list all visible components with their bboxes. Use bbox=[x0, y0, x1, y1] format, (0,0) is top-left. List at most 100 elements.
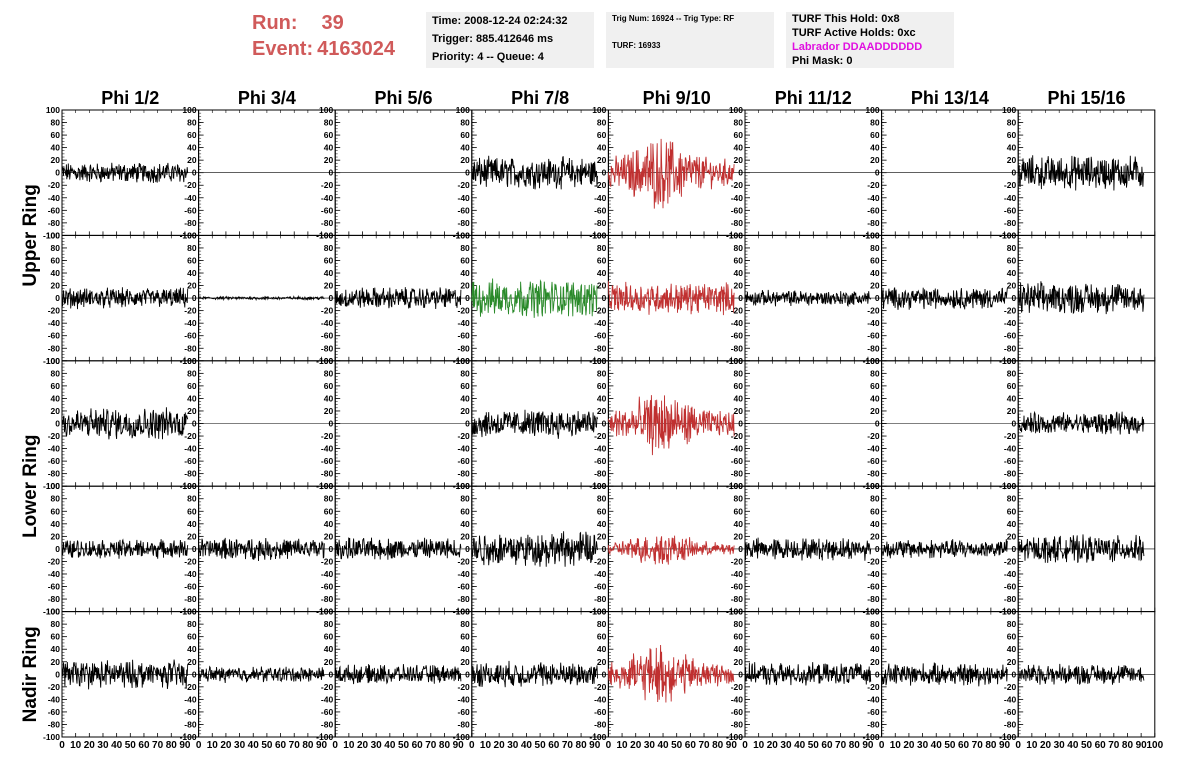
y-tick-label: -20 bbox=[594, 180, 607, 190]
y-tick-label: 0 bbox=[875, 168, 880, 178]
y-tick-label: -40 bbox=[867, 444, 880, 454]
waveform-trace bbox=[471, 409, 598, 439]
y-tick-label: -40 bbox=[48, 569, 61, 579]
run-value: 39 bbox=[321, 12, 344, 34]
y-tick-label: 100 bbox=[729, 481, 743, 491]
y-tick-label: 100 bbox=[46, 481, 60, 491]
y-tick-label: 80 bbox=[597, 368, 607, 378]
x-tick-label: 90 bbox=[862, 740, 874, 751]
x-tick-label: 50 bbox=[808, 740, 820, 751]
waveform-trace bbox=[61, 287, 189, 310]
y-tick-label: 0 bbox=[192, 168, 197, 178]
y-tick-label: -20 bbox=[1004, 682, 1017, 692]
y-tick-label: -40 bbox=[184, 569, 197, 579]
y-tick-label: 0 bbox=[55, 293, 60, 303]
y-tick-label: -80 bbox=[321, 469, 334, 479]
y-tick-label: -40 bbox=[731, 444, 744, 454]
priority-text: Priority: 4 -- Queue: 4 bbox=[432, 51, 544, 63]
waveform-trace bbox=[881, 539, 1008, 559]
y-tick-label: -40 bbox=[867, 318, 880, 328]
x-tick-label: 60 bbox=[1095, 740, 1107, 751]
waveform-trace bbox=[607, 281, 735, 316]
y-tick-label: 40 bbox=[870, 143, 880, 153]
y-tick-label: 20 bbox=[870, 657, 880, 667]
y-tick-label: 60 bbox=[460, 381, 470, 391]
y-tick-label: 20 bbox=[187, 531, 197, 541]
y-tick-label: 20 bbox=[187, 155, 197, 165]
waveform-trace bbox=[744, 289, 872, 308]
y-tick-label: 40 bbox=[51, 644, 61, 654]
column-label: Phi 11/12 bbox=[775, 88, 852, 108]
y-tick-label: 60 bbox=[597, 255, 607, 265]
y-tick-label: 40 bbox=[187, 519, 197, 529]
y-tick-label: 0 bbox=[738, 168, 743, 178]
y-tick-label: -100 bbox=[999, 732, 1016, 742]
y-tick-label: -80 bbox=[48, 343, 61, 353]
x-tick-label: 60 bbox=[958, 740, 970, 751]
y-tick-label: -20 bbox=[48, 180, 61, 190]
y-tick-label: -60 bbox=[594, 582, 607, 592]
x-tick-label: 0 bbox=[469, 740, 475, 751]
y-tick-label: 0 bbox=[192, 544, 197, 554]
y-tick-label: 80 bbox=[870, 118, 880, 128]
y-tick-label: 100 bbox=[319, 105, 333, 115]
y-tick-label: 20 bbox=[324, 281, 334, 291]
x-tick-label: 50 bbox=[944, 740, 956, 751]
y-tick-label: -60 bbox=[184, 582, 197, 592]
y-tick-label: 100 bbox=[182, 230, 196, 240]
y-tick-label: 80 bbox=[1007, 619, 1017, 629]
x-tick-label: 30 bbox=[780, 740, 792, 751]
y-tick-label: -80 bbox=[867, 719, 880, 729]
y-tick-label: -20 bbox=[458, 431, 471, 441]
y-tick-label: 0 bbox=[1011, 419, 1016, 429]
x-tick-label: 80 bbox=[849, 740, 861, 751]
y-tick-label: 20 bbox=[51, 531, 61, 541]
y-tick-label: -60 bbox=[731, 331, 744, 341]
y-tick-label: 40 bbox=[51, 519, 61, 529]
y-tick-label: -80 bbox=[867, 343, 880, 353]
y-tick-label: 0 bbox=[328, 669, 333, 679]
y-tick-label: 60 bbox=[734, 506, 744, 516]
y-tick-label: -80 bbox=[184, 343, 197, 353]
y-tick-label: 20 bbox=[460, 281, 470, 291]
x-tick-label: 10 bbox=[207, 740, 219, 751]
column-label: Phi 3/4 bbox=[238, 88, 296, 108]
x-tick-label: 80 bbox=[1122, 740, 1134, 751]
y-tick-label: 100 bbox=[729, 607, 743, 617]
y-tick-label: 60 bbox=[734, 632, 744, 642]
trigger-info-box: Trig Num: 16924 -- Trig Type: RF TURF: 1… bbox=[606, 12, 774, 68]
y-tick-label: 100 bbox=[1002, 481, 1016, 491]
y-tick-label: 60 bbox=[870, 506, 880, 516]
y-tick-label: -40 bbox=[1004, 444, 1017, 454]
x-tick-label: 10 bbox=[890, 740, 902, 751]
x-tick-label: 40 bbox=[931, 740, 943, 751]
y-tick-label: -20 bbox=[184, 682, 197, 692]
y-tick-label: 80 bbox=[1007, 243, 1017, 253]
waveform-trace bbox=[607, 138, 735, 209]
y-tick-label: 100 bbox=[1002, 230, 1016, 240]
y-tick-label: -20 bbox=[48, 556, 61, 566]
y-tick-label: -40 bbox=[48, 318, 61, 328]
waveform-trace bbox=[61, 407, 189, 440]
y-tick-label: 60 bbox=[187, 130, 197, 140]
y-tick-label: 60 bbox=[734, 255, 744, 265]
y-tick-label: -20 bbox=[184, 180, 197, 190]
y-tick-label: 20 bbox=[187, 406, 197, 416]
y-tick-label: 60 bbox=[460, 255, 470, 265]
y-tick-label: 60 bbox=[870, 632, 880, 642]
y-tick-label: 0 bbox=[465, 669, 470, 679]
y-tick-label: 40 bbox=[597, 644, 607, 654]
y-tick-label: 40 bbox=[324, 143, 334, 153]
y-tick-label: 100 bbox=[592, 230, 606, 240]
